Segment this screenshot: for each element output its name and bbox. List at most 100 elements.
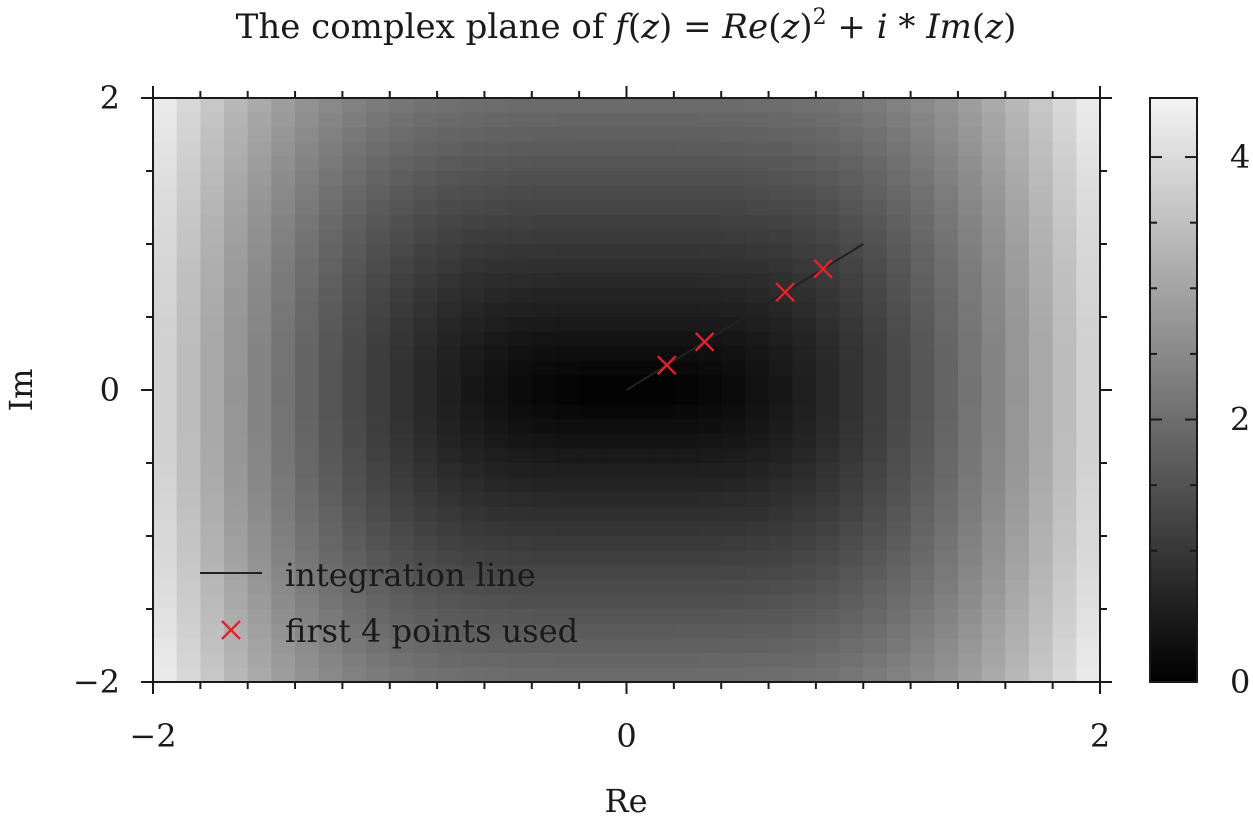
- heatmap-cell: [1028, 287, 1054, 303]
- heatmap-cell: [508, 579, 533, 595]
- heatmap-cell: [839, 594, 864, 610]
- heatmap-cell: [389, 185, 415, 201]
- heatmap-cell: [271, 492, 296, 508]
- heatmap-cell: [602, 287, 628, 303]
- heatmap-cell: [1028, 536, 1054, 552]
- heatmap-cell: [342, 506, 367, 522]
- heatmap-cell: [626, 609, 651, 625]
- heatmap-cell: [697, 360, 722, 376]
- heatmap-cell: [673, 331, 699, 347]
- heatmap-cell: [579, 652, 604, 668]
- heatmap-cell: [886, 360, 912, 376]
- heatmap-cell: [626, 536, 651, 552]
- heatmap-cell: [744, 638, 770, 654]
- heatmap-cell: [342, 594, 367, 610]
- heatmap-cell: [673, 273, 699, 289]
- heatmap-cell: [744, 229, 770, 245]
- heatmap-cell: [176, 156, 201, 172]
- heatmap-cell: [910, 127, 935, 143]
- heatmap-cell: [295, 302, 320, 318]
- heatmap-cell: [508, 229, 533, 245]
- heatmap-cell: [484, 375, 509, 391]
- heatmap-cell: [484, 652, 509, 668]
- heatmap-cell: [271, 141, 296, 157]
- heatmap-cell: [437, 419, 462, 435]
- heatmap-cell: [602, 433, 628, 449]
- heatmap-cell: [224, 579, 249, 595]
- heatmap-cell: [460, 667, 486, 683]
- heatmap-cell: [271, 200, 296, 216]
- heatmap-cell: [957, 331, 983, 347]
- heatmap-cell: [176, 609, 201, 625]
- heatmap-cell: [650, 667, 675, 683]
- heatmap-cell: [744, 287, 770, 303]
- heatmap-cell: [1052, 477, 1077, 493]
- heatmap-cell: [957, 521, 983, 537]
- heatmap-cell: [602, 652, 628, 668]
- heatmap-cell: [176, 200, 201, 216]
- heatmap-cell: [1028, 652, 1054, 668]
- heatmap-cell: [484, 214, 509, 230]
- heatmap-cell: [484, 463, 509, 479]
- heatmap-cell: [1052, 156, 1077, 172]
- heatmap-cell: [602, 565, 628, 581]
- heatmap-cell: [863, 127, 888, 143]
- heatmap-cell: [366, 623, 391, 639]
- heatmap-cell: [934, 390, 959, 406]
- heatmap-cell: [863, 492, 888, 508]
- heatmap-cell: [247, 331, 272, 347]
- heatmap-cell: [650, 375, 675, 391]
- heatmap-cell: [721, 477, 746, 493]
- heatmap-cell: [295, 141, 320, 157]
- point-marker: [694, 331, 715, 352]
- heatmap-cell: [673, 360, 699, 376]
- heatmap-cell: [1052, 229, 1077, 245]
- heatmap-cell: [389, 536, 415, 552]
- heatmap-cell: [437, 171, 462, 187]
- heatmap-cell: [224, 594, 249, 610]
- heatmap-cell: [200, 594, 225, 610]
- heatmap-cell: [295, 127, 320, 143]
- heatmap-cell: [886, 579, 912, 595]
- heatmap-cell: [271, 287, 296, 303]
- heatmap-cell: [626, 244, 651, 260]
- heatmap-cell: [366, 214, 391, 230]
- heatmap-cell: [650, 433, 675, 449]
- heatmap-cell: [1052, 594, 1077, 610]
- heatmap-cell: [153, 229, 178, 245]
- heatmap-cell: [460, 404, 486, 420]
- heatmap-cell: [555, 156, 580, 172]
- heatmap-cell: [673, 550, 699, 566]
- heatmap-cell: [957, 477, 983, 493]
- heatmap-cell: [768, 623, 793, 639]
- heatmap-cell: [295, 200, 320, 216]
- heatmap-cell: [744, 171, 770, 187]
- heatmap-cell: [981, 477, 1006, 493]
- heatmap-cell: [792, 404, 817, 420]
- heatmap-cell: [176, 477, 201, 493]
- heatmap-cell: [839, 477, 864, 493]
- heatmap-cell: [413, 521, 438, 537]
- heatmap-cell: [815, 550, 841, 566]
- heatmap-cell: [555, 317, 580, 333]
- heatmap-cell: [673, 565, 699, 581]
- heatmap-cell: [602, 200, 628, 216]
- heatmap-cell: [366, 127, 391, 143]
- heatmap-cell: [389, 317, 415, 333]
- heatmap-cell: [863, 229, 888, 245]
- heatmap-cell: [1028, 594, 1054, 610]
- heatmap-cell: [153, 433, 178, 449]
- heatmap-cell: [153, 404, 178, 420]
- heatmap-cell: [744, 156, 770, 172]
- heatmap-cell: [508, 346, 533, 362]
- heatmap-cell: [1052, 98, 1077, 114]
- heatmap-cell: [744, 200, 770, 216]
- heatmap-cell: [1076, 667, 1101, 683]
- heatmap-cell: [981, 609, 1006, 625]
- heatmap-cell: [460, 652, 486, 668]
- heatmap-cell: [460, 609, 486, 625]
- heatmap-cell: [981, 404, 1006, 420]
- heatmap-cell: [200, 317, 225, 333]
- heatmap-cell: [555, 244, 580, 260]
- heatmap-cell: [318, 667, 344, 683]
